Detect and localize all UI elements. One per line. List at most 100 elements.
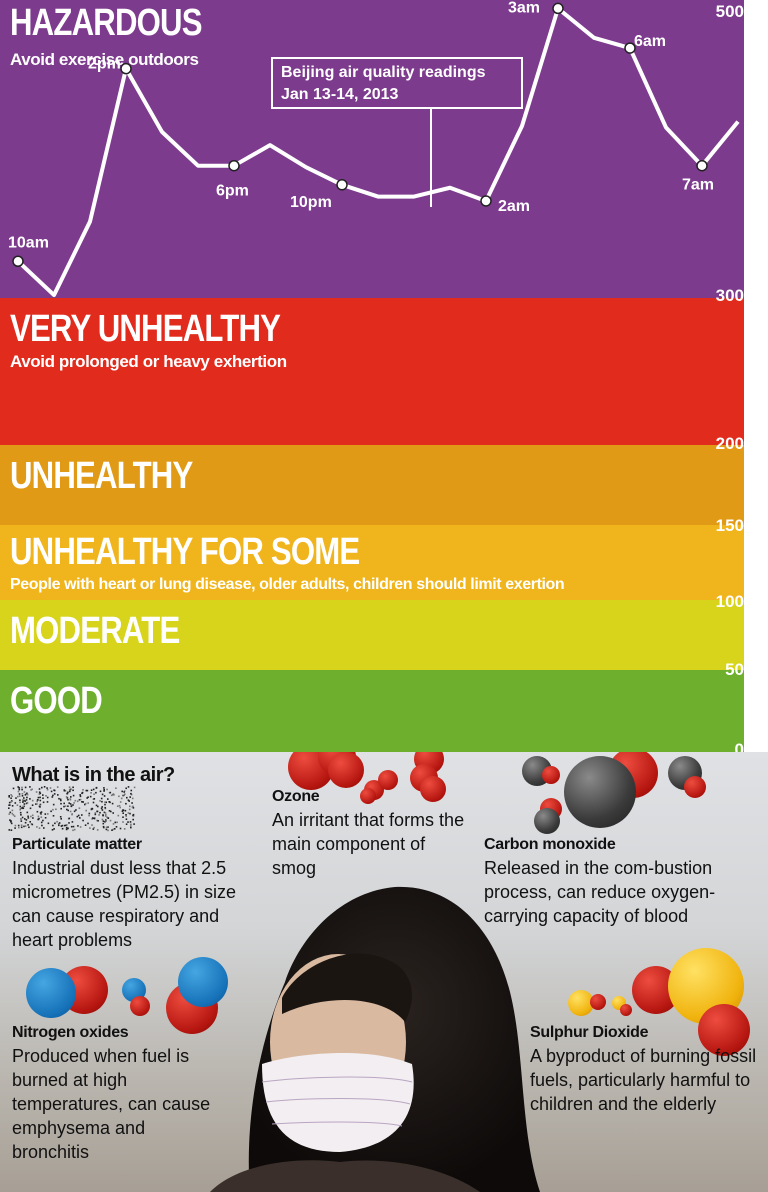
dust-speck xyxy=(112,823,115,825)
dust-speck xyxy=(31,823,34,826)
dust-speck xyxy=(57,794,59,796)
dust-speck xyxy=(8,801,11,804)
band-unhealthy-for-some-label: UNHEALTHY FOR SOME xyxy=(10,531,360,573)
dust-speck xyxy=(36,803,38,805)
dust-speck xyxy=(52,794,54,797)
dust-speck xyxy=(44,813,47,815)
dust-speck xyxy=(130,792,132,795)
dust-speck xyxy=(122,821,124,823)
dust-speck xyxy=(25,799,28,801)
dust-speck xyxy=(90,808,93,810)
dust-speck xyxy=(52,824,54,827)
dust-speck xyxy=(91,808,94,810)
dust-speck xyxy=(38,793,41,795)
dust-speck xyxy=(125,823,128,825)
dust-speck xyxy=(22,807,25,810)
dust-speck xyxy=(105,813,107,816)
dust-speck xyxy=(32,817,34,819)
data-point xyxy=(480,195,492,207)
dust-speck xyxy=(26,801,29,804)
dust-speck xyxy=(132,814,134,817)
point-label: 6pm xyxy=(216,183,249,200)
ozone-molecule-atom xyxy=(420,776,446,802)
dust-speck xyxy=(49,787,52,789)
dust-speck xyxy=(19,811,22,814)
dust-speck xyxy=(125,814,127,816)
dust-speck xyxy=(116,821,118,824)
dust-speck xyxy=(50,810,52,813)
dust-speck xyxy=(115,787,117,789)
dust-speck xyxy=(127,821,129,823)
pollutants-panel: What is in the air? xyxy=(0,752,768,1192)
point-label: 6am xyxy=(634,33,666,50)
dust-speck xyxy=(24,818,26,820)
dust-speck xyxy=(14,827,16,829)
dust-speck xyxy=(47,813,49,815)
dust-speck xyxy=(91,824,93,826)
dust-speck xyxy=(84,824,87,826)
dust-speck xyxy=(30,815,32,818)
dust-speck xyxy=(104,806,106,809)
line-chart: 10am 2pm 6pm 10pm 2am 3am 6am 7am xyxy=(8,0,740,298)
data-point xyxy=(696,159,708,172)
dust-speck xyxy=(60,818,62,820)
carbon-heading: Carbon monoxide xyxy=(484,836,616,853)
carbon-molecule-atom xyxy=(684,776,706,798)
dust-speck xyxy=(31,788,33,791)
dust-speck xyxy=(101,818,104,821)
dust-speck xyxy=(20,814,22,816)
dust-speck xyxy=(122,816,124,818)
dust-speck xyxy=(25,802,28,805)
dust-speck xyxy=(11,795,13,797)
dust-speck xyxy=(19,807,22,810)
dust-speck xyxy=(71,813,73,815)
dust-speck xyxy=(24,825,27,827)
chart-title: Beijing air quality readings xyxy=(281,64,486,81)
dust-speck xyxy=(125,818,128,820)
dust-speck xyxy=(101,800,103,803)
dust-speck xyxy=(20,826,23,829)
dust-speck xyxy=(102,814,104,817)
dust-speck xyxy=(105,819,107,821)
ozone-molecule-atom xyxy=(360,788,376,804)
dust-speck xyxy=(54,822,56,825)
dust-speck xyxy=(105,826,108,829)
dust-speck xyxy=(13,815,16,817)
dust-speck xyxy=(72,825,75,828)
dust-speck xyxy=(41,786,43,789)
dust-speck xyxy=(112,812,114,814)
dust-speck xyxy=(130,793,133,796)
band-moderate-label: MODERATE xyxy=(10,610,180,652)
dust-speck xyxy=(60,802,62,805)
dust-speck xyxy=(8,813,11,815)
band-very-unhealthy-label: VERY UNHEALTHY xyxy=(10,308,281,350)
dust-speck xyxy=(27,824,29,826)
band-hazardous-label: HAZARDOUS xyxy=(10,2,203,44)
dust-speck xyxy=(68,822,70,824)
dust-speck xyxy=(130,825,132,827)
dust-speck xyxy=(88,812,91,815)
dust-speck xyxy=(76,800,79,803)
y-tick-0: 0 xyxy=(734,740,744,759)
dust-speck xyxy=(127,786,130,788)
dust-speck xyxy=(109,801,111,804)
dust-speck xyxy=(18,786,20,789)
dust-speck xyxy=(20,824,23,826)
band-hazardous-note: Avoid exercise outdoors xyxy=(10,50,199,69)
dust-speck xyxy=(133,823,135,825)
sulphur-molecule-atom xyxy=(698,1004,750,1056)
dust-speck xyxy=(84,803,86,806)
dust-speck xyxy=(103,811,106,814)
dust-speck xyxy=(101,806,103,808)
dust-speck xyxy=(107,826,109,828)
dust-speck xyxy=(70,804,73,807)
dust-speck xyxy=(118,804,121,807)
dust-speck xyxy=(104,812,107,814)
dust-speck xyxy=(82,801,84,803)
dust-speck xyxy=(67,798,69,801)
dust-speck xyxy=(10,797,12,799)
dust-speck xyxy=(84,802,87,805)
chart-subtitle: Jan 13-14, 2013 xyxy=(281,86,399,103)
nitrogen-body: Produced when fuel is burned at high tem… xyxy=(12,1046,211,1162)
dust-speck xyxy=(119,806,121,809)
